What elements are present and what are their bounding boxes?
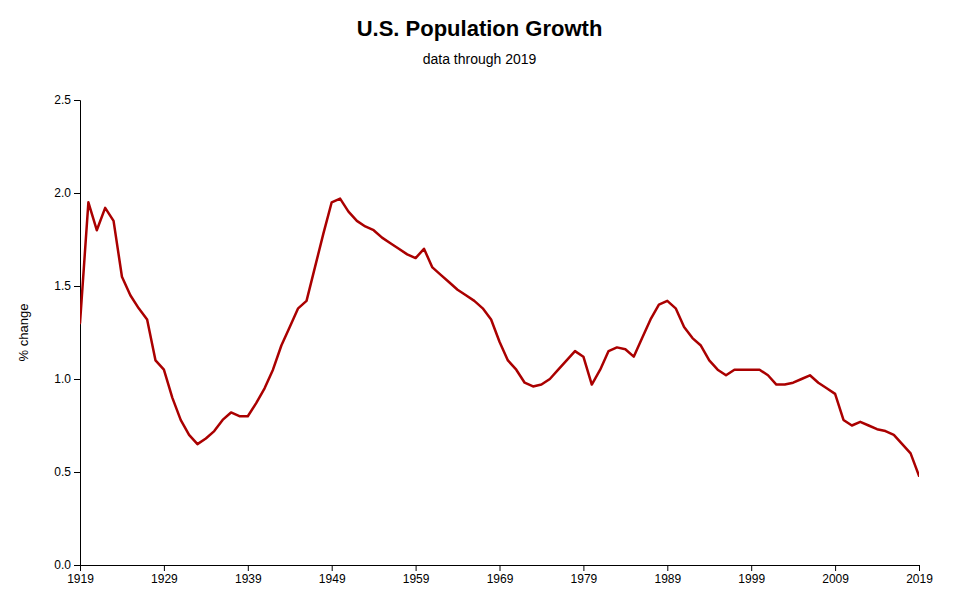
x-tick-label: 1999: [738, 572, 765, 586]
subtitle: data through 2019: [423, 51, 537, 67]
plot: 1919 1929 1939 1949 1959 1969 1979 1989 1999 2009…: [16, 93, 933, 585]
x-tick-label: 1949: [319, 572, 346, 586]
x-tick-mark: [164, 565, 165, 571]
y-tick-label: 0.5: [54, 465, 71, 479]
x-tick-label: 1979: [571, 572, 598, 586]
y-tick-label: 1.5: [54, 279, 71, 293]
x-tick-label: 1969: [487, 572, 514, 586]
x-tick-label: 2009: [822, 572, 849, 586]
y-tick-label: 2.5: [54, 93, 71, 107]
x-tick-label: 1929: [151, 572, 178, 586]
chart-svg: U.S. Population Growth data through 2019 1…: [0, 0, 959, 610]
x-tick: 1949: [319, 565, 346, 586]
x-tick-label: 1939: [235, 572, 262, 586]
y-tick-label: 0.0: [54, 558, 71, 572]
y-axis-line: [74, 101, 81, 566]
x-tick-mark: [751, 565, 752, 571]
x-tick-mark: [416, 565, 417, 571]
y-tick-mark: [74, 100, 80, 101]
y-tick: 0.0: [54, 558, 80, 572]
title: U.S. Population Growth: [357, 16, 603, 41]
y-axis: 0.0 0.5 1.0 1.5 2.0 2.5: [54, 93, 80, 572]
marks: [80, 199, 919, 476]
x-tick: 1999: [738, 565, 765, 586]
x-axis-line: [81, 566, 920, 572]
x-tick-label: 1919: [67, 572, 94, 586]
x-tick: 1989: [654, 565, 681, 586]
x-tick-label: 1959: [403, 572, 430, 586]
x-tick: 1969: [487, 565, 514, 586]
x-tick-mark: [835, 565, 836, 571]
x-tick: 1959: [403, 565, 430, 586]
x-tick: 1939: [235, 565, 262, 586]
chart-container: U.S. Population Growth data through 2019 1…: [0, 0, 959, 610]
y-tick: 2.0: [54, 186, 80, 200]
x-tick-mark: [332, 565, 333, 571]
y-tick-mark: [74, 286, 80, 287]
x-tick-mark: [500, 565, 501, 571]
x-axis: 1919 1929 1939 1949 1959 1969 1979 1989 1999 2009…: [67, 565, 933, 586]
line: [80, 199, 919, 476]
x-tick: 1919: [67, 565, 94, 586]
y-tick-label: 2.0: [54, 186, 71, 200]
y-tick-mark: [74, 565, 80, 566]
y-tick: 1.5: [54, 279, 80, 293]
x-tick: 1929: [151, 565, 178, 586]
x-tick: 2019: [906, 565, 933, 586]
y-tick-label: 1.0: [54, 372, 71, 386]
x-tick: 1979: [571, 565, 598, 586]
x-tick-mark: [667, 565, 668, 571]
x-tick: 2009: [822, 565, 849, 586]
x-tick-mark: [248, 565, 249, 571]
y-tick: 2.5: [54, 93, 80, 107]
y-tick-mark: [74, 379, 80, 380]
y-axis-title: % change: [16, 304, 31, 362]
x-tick-label: 1989: [654, 572, 681, 586]
x-tick-label: 2019: [906, 572, 933, 586]
y-tick-mark: [74, 193, 80, 194]
x-tick-mark: [919, 565, 920, 571]
y-tick: 1.0: [54, 372, 80, 386]
y-tick: 0.5: [54, 465, 80, 479]
x-tick-mark: [583, 565, 584, 571]
y-tick-mark: [74, 472, 80, 473]
